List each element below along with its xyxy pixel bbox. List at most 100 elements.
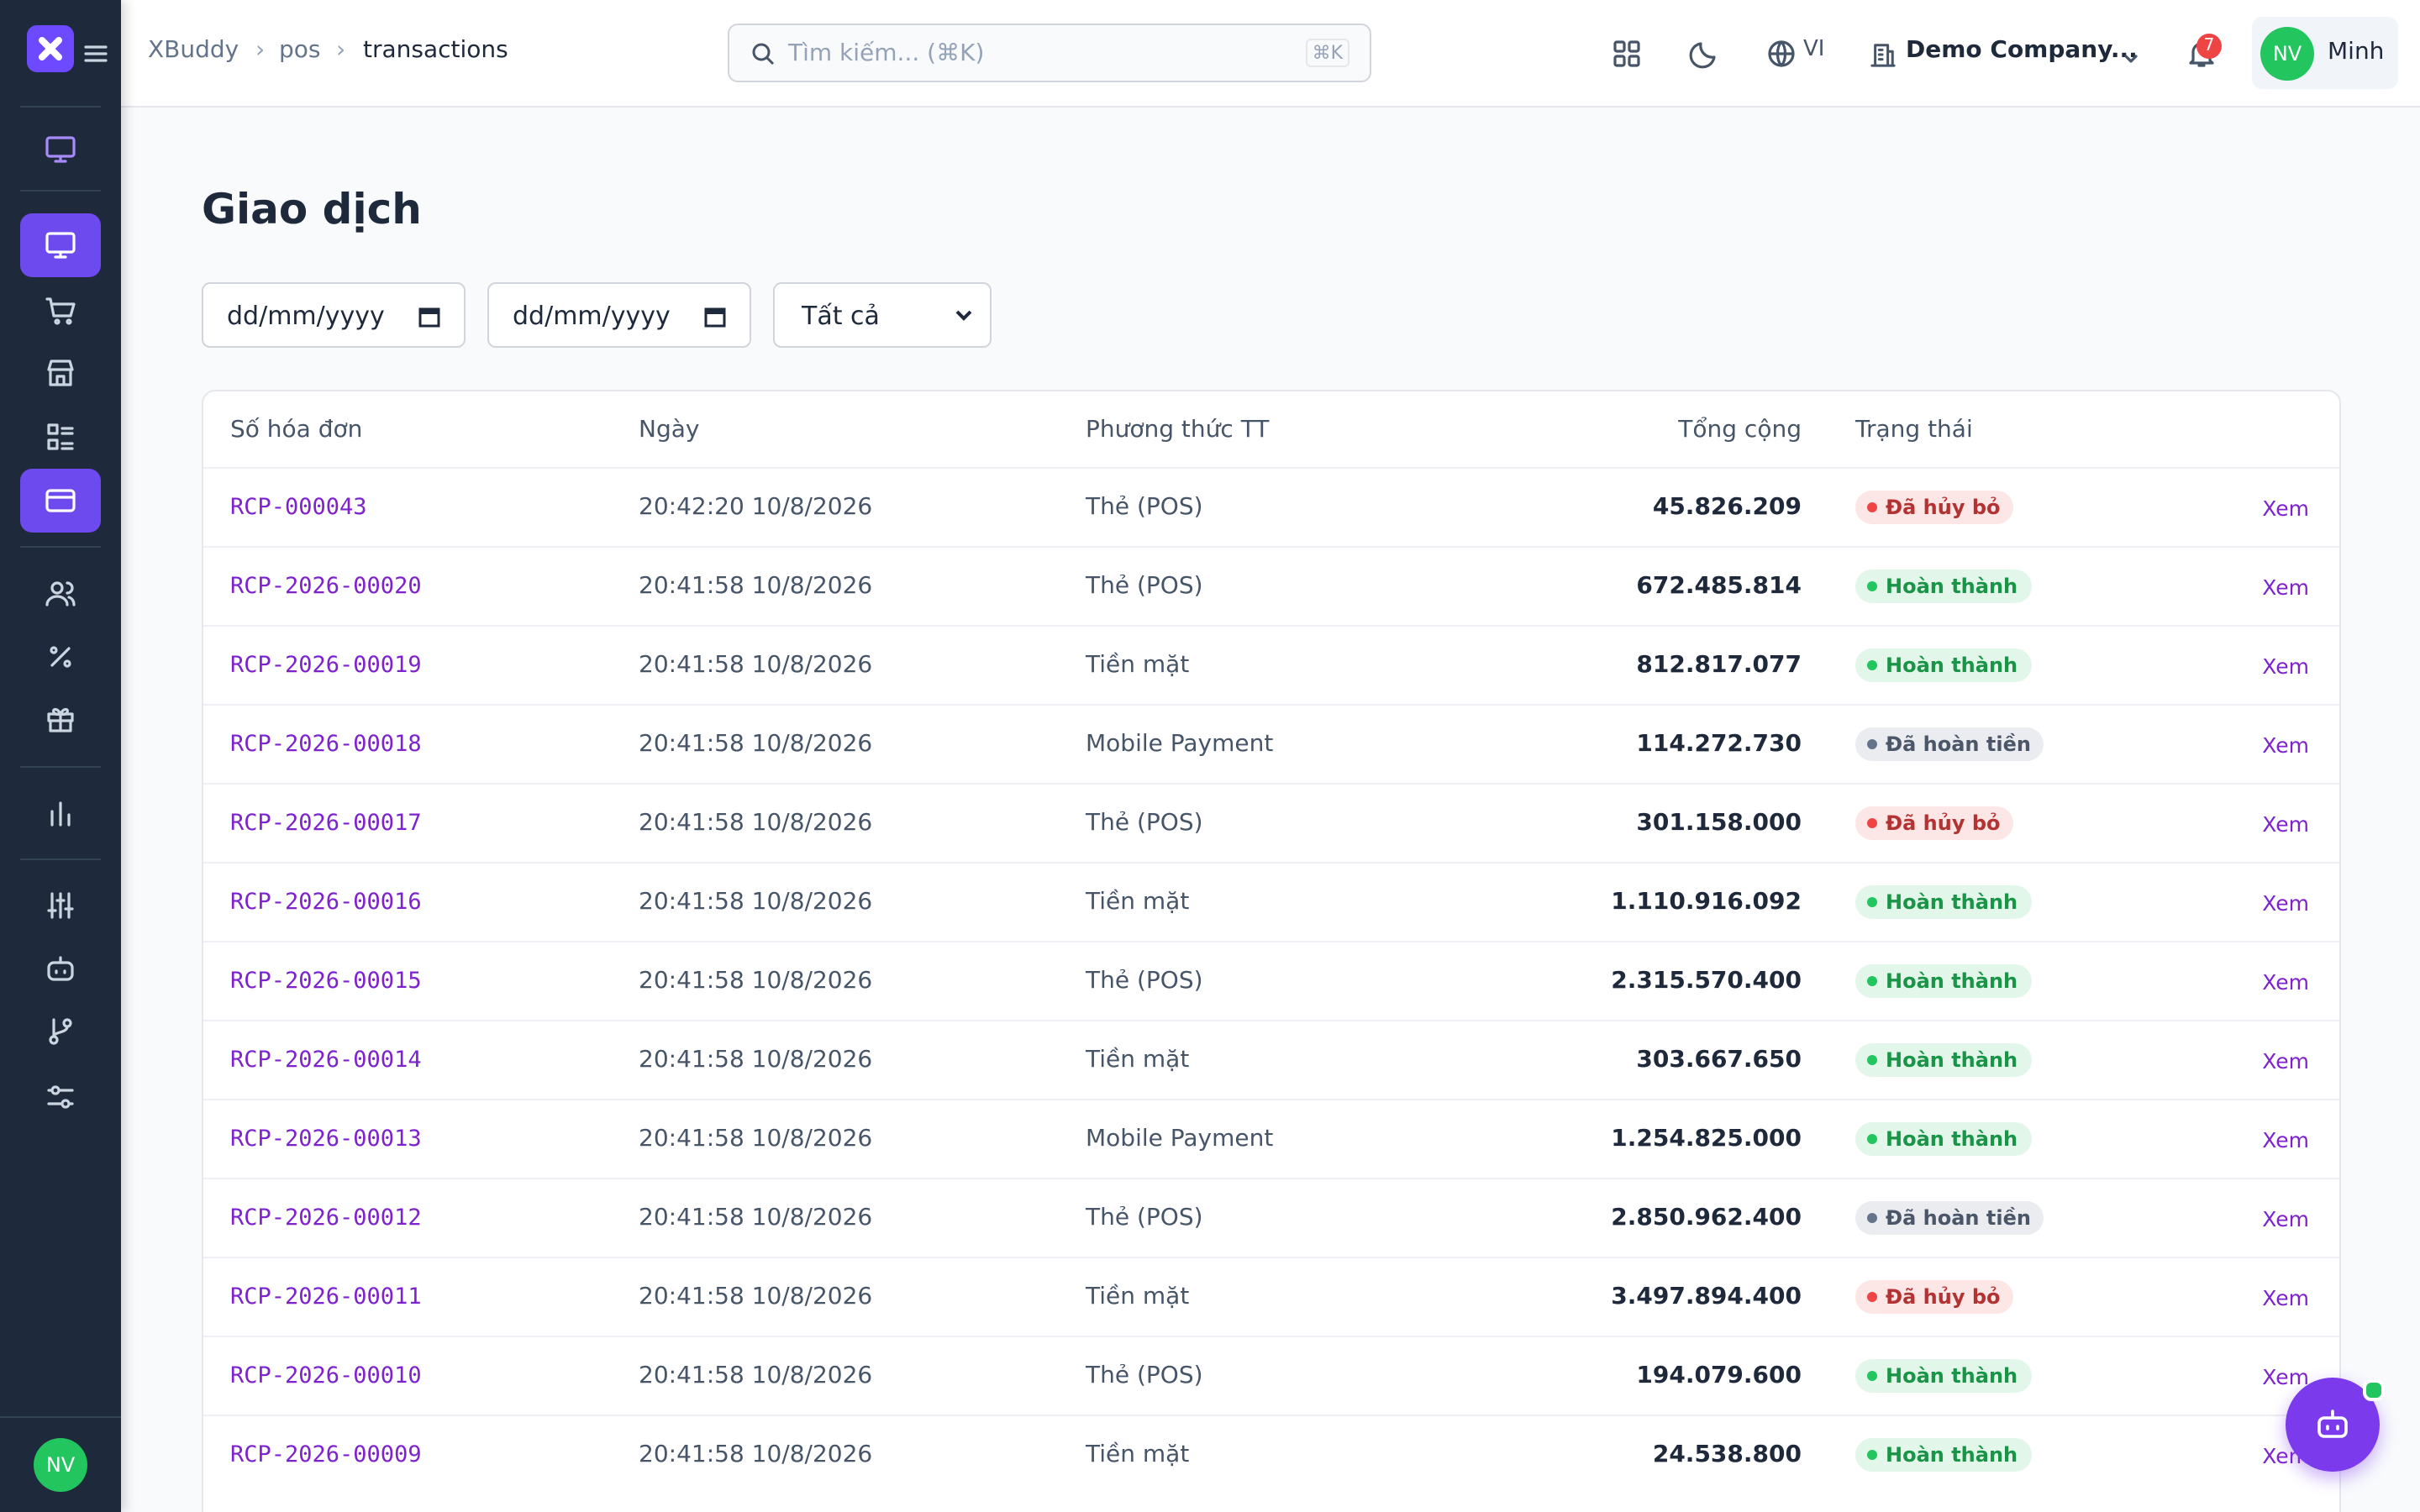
view-link[interactable]: Xem — [2262, 1285, 2309, 1310]
invoice-id[interactable]: RCP-2026-00016 — [230, 889, 422, 916]
invoice-id[interactable]: RCP-2026-00009 — [230, 1441, 422, 1468]
invoice-id[interactable]: RCP-2026-00015 — [230, 968, 422, 995]
table-row: RCP-2026-00009 20:41:58 10/8/2026 Tiền mặt… — [203, 1415, 2339, 1495]
date: 20:41:58 10/8/2026 — [639, 1284, 873, 1310]
table-row: RCP-2026-00017 20:41:58 10/8/2026 Thẻ (POS… — [203, 783, 2339, 864]
column-header: Ngày — [639, 417, 700, 444]
invoice-id[interactable]: RCP-2026-00010 — [230, 1362, 422, 1389]
pos-icon[interactable] — [44, 133, 77, 166]
view-link[interactable]: Xem — [2262, 969, 2309, 995]
search-box[interactable]: Tìm kiếm... (⌘K) ⌘K — [728, 24, 1371, 82]
store-icon[interactable] — [44, 356, 77, 390]
user-avatar: NV — [2260, 27, 2314, 81]
total: 45.826.209 — [1652, 494, 1802, 521]
breadcrumb-separator: › — [336, 37, 346, 64]
date: 20:41:58 10/8/2026 — [639, 1047, 873, 1074]
date: 20:41:58 10/8/2026 — [639, 889, 873, 916]
active-item[interactable] — [20, 213, 101, 277]
date: 20:41:58 10/8/2026 — [639, 1362, 873, 1389]
status-badge: Đã hoàn tiền — [1855, 1201, 2044, 1235]
payment-method: Tiền mặt — [1086, 1284, 1190, 1310]
status-dot — [1867, 502, 1877, 512]
view-link[interactable]: Xem — [2262, 1364, 2309, 1389]
status-dot — [1867, 1055, 1877, 1065]
total: 2.850.962.400 — [1611, 1205, 1802, 1231]
view-link[interactable]: Xem — [2262, 811, 2309, 837]
chat-button[interactable] — [2286, 1378, 2385, 1472]
invoice-id[interactable]: RCP-2026-00011 — [230, 1284, 422, 1310]
date: 20:41:58 10/8/2026 — [639, 652, 873, 679]
table-row: RCP-2026-00012 20:41:58 10/8/2026 Thẻ (POS… — [203, 1178, 2339, 1258]
date: 20:41:58 10/8/2026 — [639, 968, 873, 995]
globe-icon[interactable] — [1766, 39, 1797, 69]
online-dot — [2363, 1379, 2385, 1401]
total: 672.485.814 — [1636, 573, 1802, 600]
status-dot — [1867, 660, 1877, 670]
view-link[interactable]: Xem — [2262, 1206, 2309, 1231]
invoice-id[interactable]: RCP-2026-00019 — [230, 652, 422, 679]
status-filter[interactable]: Tất cả — [773, 282, 992, 348]
column-header: Tổng cộng — [1678, 417, 1802, 444]
table-row: RCP-2026-00018 20:41:58 10/8/2026 Mobile P… — [203, 704, 2339, 785]
user-name: Minh — [2328, 39, 2385, 66]
terminal-icon[interactable] — [44, 228, 77, 262]
cart-icon[interactable] — [44, 294, 77, 328]
invoice-id[interactable]: RCP-2026-00012 — [230, 1205, 422, 1231]
sidebar-avatar[interactable]: NV — [34, 1438, 87, 1492]
theme-icon[interactable] — [1689, 39, 1719, 69]
percent-icon[interactable] — [44, 640, 77, 674]
language[interactable]: VI — [1803, 37, 1825, 62]
view-link[interactable]: Xem — [2262, 496, 2309, 521]
view-link[interactable]: Xem — [2262, 890, 2309, 916]
status-dot — [1867, 739, 1877, 749]
users-icon[interactable] — [44, 576, 77, 610]
date: 20:41:58 10/8/2026 — [639, 810, 873, 837]
invoice-id[interactable]: RCP-2026-00020 — [230, 573, 422, 600]
settings-icon[interactable] — [44, 1080, 77, 1114]
status-badge: Hoàn thành — [1855, 570, 2032, 603]
status-dot — [1867, 1134, 1877, 1144]
view-link[interactable]: Xem — [2262, 1127, 2309, 1152]
apps-icon[interactable] — [1612, 39, 1642, 69]
company-icon[interactable] — [1870, 42, 1896, 67]
date-to[interactable]: dd/mm/yyyy — [487, 282, 751, 348]
menu-toggle[interactable] — [82, 40, 109, 67]
payment-method: Tiền mặt — [1086, 1047, 1190, 1074]
chevron[interactable] — [2121, 44, 2141, 64]
active-item[interactable] — [20, 469, 101, 533]
status-text: Đã hoàn tiền — [1886, 1206, 2031, 1230]
gift-icon[interactable] — [44, 702, 77, 736]
chart-icon[interactable] — [44, 796, 77, 830]
card-icon[interactable] — [44, 484, 77, 517]
company-selector[interactable]: Demo Company... — [1906, 37, 2138, 64]
payment-method: Thẻ (POS) — [1086, 494, 1203, 521]
date-from[interactable]: dd/mm/yyyy — [202, 282, 466, 348]
total: 1.254.825.000 — [1611, 1126, 1802, 1152]
invoice-id[interactable]: RCP-2026-00017 — [230, 810, 422, 837]
view-link[interactable]: Xem — [2262, 654, 2309, 679]
view-link[interactable]: Xem — [2262, 575, 2309, 600]
list-icon[interactable] — [44, 420, 77, 454]
invoice-id[interactable]: RCP-2026-00014 — [230, 1047, 422, 1074]
breadcrumb[interactable]: pos — [279, 37, 321, 64]
sliders-icon[interactable] — [44, 889, 77, 922]
invoice-id[interactable]: RCP-2026-00018 — [230, 731, 422, 758]
total: 1.110.916.092 — [1611, 889, 1802, 916]
payment-method: Thẻ (POS) — [1086, 573, 1203, 600]
search-shortcut: ⌘K — [1305, 39, 1349, 67]
view-link[interactable]: Xem — [2262, 732, 2309, 758]
branch-icon[interactable] — [44, 1015, 77, 1048]
logo[interactable] — [27, 25, 74, 72]
status-dot — [1867, 818, 1877, 828]
status-badge: Hoàn thành — [1855, 1043, 2032, 1077]
user-menu[interactable]: NV Minh — [2252, 17, 2398, 89]
invoice-id[interactable]: RCP-000043 — [230, 494, 367, 521]
bot-icon[interactable] — [44, 953, 77, 986]
date: 20:41:58 10/8/2026 — [639, 573, 873, 600]
breadcrumb[interactable]: XBuddy — [148, 37, 239, 64]
date-placeholder: dd/mm/yyyy — [513, 301, 671, 331]
view-link[interactable]: Xem — [2262, 1048, 2309, 1074]
divider — [20, 106, 101, 108]
invoice-id[interactable]: RCP-2026-00013 — [230, 1126, 422, 1152]
